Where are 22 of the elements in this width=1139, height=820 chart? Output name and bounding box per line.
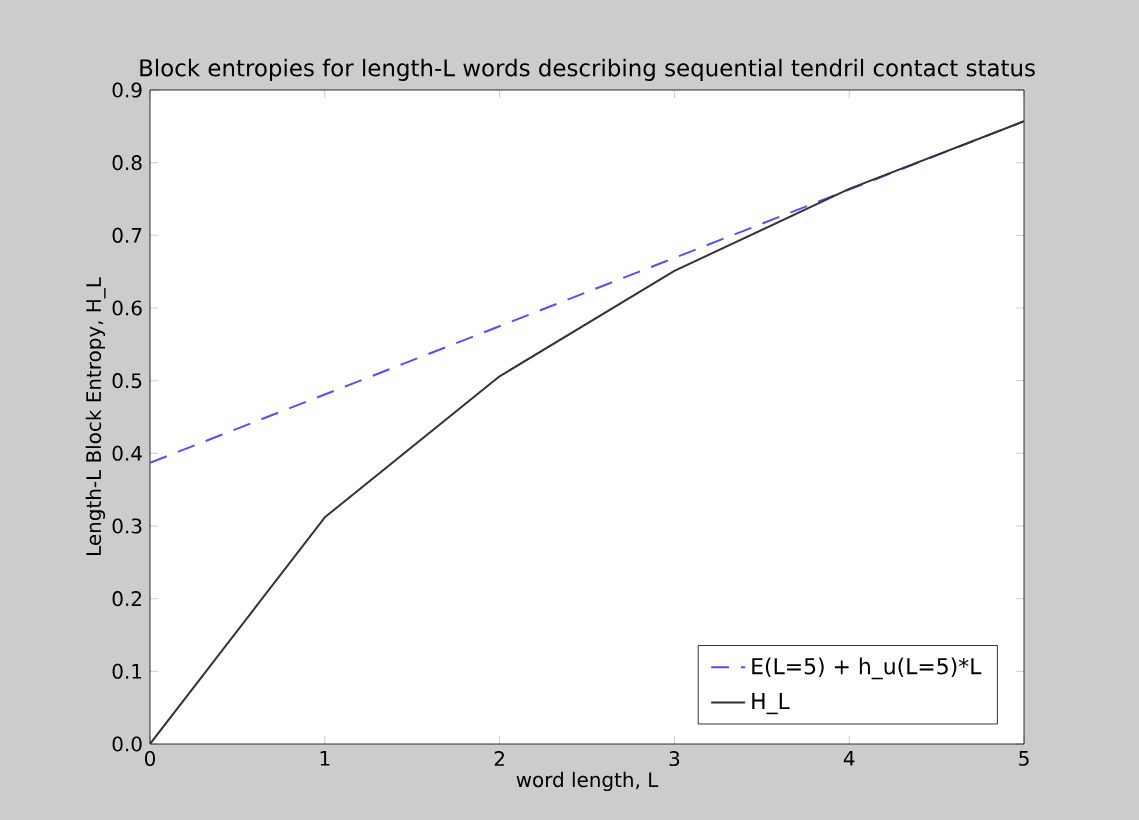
x-tick-label: 1 — [320, 751, 330, 766]
y-tick-label: 0.4 — [112, 445, 142, 461]
x-tick-label: 4 — [843, 751, 855, 766]
x-tick-label: 3 — [669, 751, 680, 767]
y-tick-label: 0.7 — [112, 227, 142, 243]
x-axis-title: word length, L — [516, 771, 659, 792]
y-tick-label: 0.3 — [112, 518, 142, 534]
x-tick-label: 5 — [1019, 751, 1029, 766]
legend-label: E(L=5) + h_u(L=5)*L — [752, 657, 982, 680]
y-tick-label: 0.9 — [112, 82, 142, 98]
chart-title: Block entropies for length-L words describing sequential tendril contact status — [140, 58, 1035, 81]
y-tick-label: 0.2 — [112, 591, 141, 607]
y-tick-label: 0.5 — [112, 373, 142, 389]
y-tick-label: 0.6 — [112, 300, 142, 316]
y-tick-label: 0.8 — [112, 155, 142, 171]
y-axis-title: Length-L Block Entropy, H_L — [85, 277, 106, 555]
legend-label: H_L — [752, 693, 790, 715]
y-tick-label: 0.0 — [112, 736, 142, 752]
y-tick-label: 0.1 — [112, 663, 142, 679]
x-tick-label: 0 — [144, 751, 156, 767]
x-tick-label: 2 — [494, 751, 504, 766]
line-series — [150, 120, 1025, 744]
